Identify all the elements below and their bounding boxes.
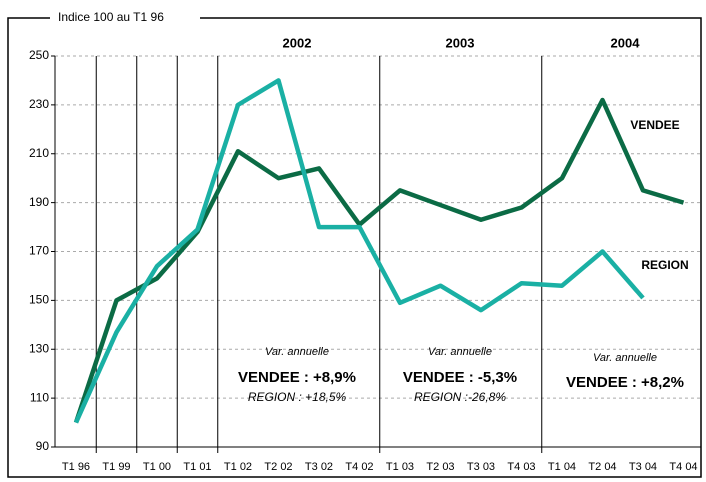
y-tick-label: 170 [29,244,49,258]
x-tick-label: T3 03 [467,461,495,473]
x-tick-label: T1 99 [102,461,130,473]
annotation: REGION :-26,8% [414,390,506,404]
annotation: REGION : +18,5% [248,390,347,404]
period-label: 2003 [446,35,475,50]
period-label: 2002 [283,35,312,50]
y-tick-label: 230 [29,97,49,111]
annotation: Var. annuelle [265,346,329,358]
y-tick-label: 190 [29,195,49,209]
x-tick-label: T1 03 [386,461,414,473]
x-tick-label: T1 96 [62,461,90,473]
annotation: VENDEE : +8,9% [238,369,356,386]
y-tick-label: 150 [29,293,49,307]
annotation: Var. annuelle [593,352,657,364]
y-axis-label: Indice 100 au T1 96 [58,10,164,24]
series-line [73,78,645,424]
title-gap [50,8,200,28]
x-tick-label: T1 04 [548,461,576,473]
x-tick-label: T3 04 [629,461,657,473]
annotation: VENDEE : +8,2% [566,374,684,391]
y-tick-label: 130 [29,341,49,355]
x-tick-label: T2 04 [588,461,616,473]
x-tick-label: T4 04 [669,461,697,473]
x-tick-label: T1 02 [224,461,252,473]
series-line [73,97,685,424]
y-tick-label: 250 [29,48,49,62]
y-tick-label: 90 [36,439,50,453]
period-label: 2004 [611,35,641,50]
x-tick-label: T1 01 [183,461,211,473]
x-tick-label: T4 03 [507,461,535,473]
x-tick-label: T2 02 [264,461,292,473]
annotation: VENDEE : -5,3% [403,369,517,386]
x-tick-label: T4 02 [345,461,373,473]
series-label: VENDEE [630,118,679,132]
x-tick-label: T1 00 [143,461,171,473]
x-tick-label: T2 03 [426,461,454,473]
x-tick-label: T3 02 [305,461,333,473]
frame [7,17,702,478]
series-label: REGION [641,258,688,272]
y-tick-label: 110 [30,390,49,404]
annotation: Var. annuelle [428,346,492,358]
y-tick-label: 210 [29,146,49,160]
